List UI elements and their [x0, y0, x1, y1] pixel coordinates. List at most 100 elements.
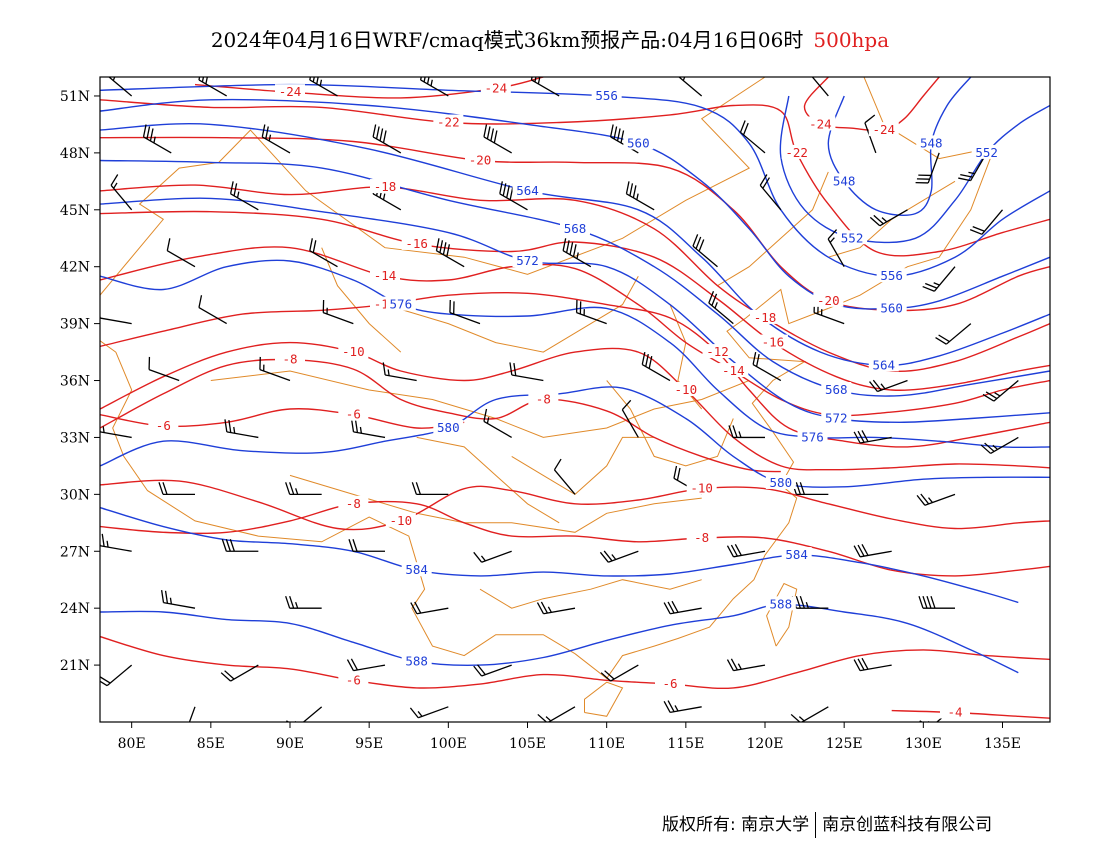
height-contour-label: 564	[872, 357, 895, 372]
temperature-contour-label: -20	[817, 293, 840, 308]
wind-barb-feather	[537, 77, 541, 85]
lat-tick-label: 21N	[60, 658, 90, 674]
wind-barb-feather	[224, 670, 235, 680]
lon-tick-label: 95E	[355, 736, 383, 752]
wind-barb-feather	[530, 77, 533, 81]
wind-barb-feather	[502, 183, 507, 196]
wind-barb-feather	[410, 602, 418, 615]
height-contour-label-bg	[797, 429, 828, 444]
temperature-contour-label: -22	[785, 145, 808, 160]
temperature-contour-label-bg	[338, 672, 369, 687]
temperature-contour-label: -8	[694, 530, 709, 545]
height-contour-label: 584	[405, 562, 428, 577]
temperature-contour-label: -22	[437, 115, 460, 130]
wind-barb	[142, 124, 172, 154]
wind-barb	[100, 426, 132, 439]
temperature-contour-label-bg	[370, 268, 400, 283]
wind-barb-feather	[473, 665, 483, 677]
wind-barb-staff	[385, 374, 417, 382]
wind-barb-feather	[808, 61, 815, 72]
temperature-contour-label-bg	[433, 114, 464, 129]
temperature-contour-label-bg	[370, 179, 400, 194]
wind-barb-feather	[926, 595, 932, 609]
wind-barb	[166, 238, 196, 268]
height-contour-label: 572	[516, 253, 539, 268]
wind-barb-feather	[613, 126, 618, 140]
wind-barb-feather	[229, 181, 234, 194]
lat-tick-label: 27N	[60, 544, 90, 560]
height-contour-label-bg	[385, 296, 416, 311]
wind-barb-feather	[107, 64, 112, 76]
wind-barb	[600, 664, 639, 682]
boundary-line	[717, 171, 829, 287]
wind-barb-half-feather	[805, 601, 809, 609]
wind-barb-staff	[100, 317, 132, 325]
wind-barb-feather	[309, 238, 313, 251]
wind-barb-feather	[261, 124, 266, 138]
wind-barb	[530, 77, 560, 97]
wind-barb	[220, 664, 259, 682]
wind-barb-half-feather	[106, 540, 109, 548]
wind-barb-half-feather	[994, 392, 1001, 397]
wind-barb	[621, 399, 639, 438]
temperature-contour-label-bg	[465, 152, 495, 167]
wind-barb-half-feather	[430, 79, 433, 87]
wind-barb-half-feather	[153, 136, 156, 144]
wind-barb	[158, 482, 195, 496]
wind-barb-feather	[982, 393, 995, 402]
height-contour-label-bg	[876, 300, 907, 315]
wind-barb-half-feather	[236, 191, 240, 198]
wind-barb	[553, 458, 576, 495]
wind-barb-half-feather	[611, 554, 617, 560]
boundary-line	[210, 370, 750, 438]
temperature-contour-label: -24	[279, 84, 302, 99]
temperature-contour-line	[100, 358, 781, 473]
temperature-contour-label-bg	[655, 676, 685, 691]
wind-barb-feather	[930, 595, 936, 609]
wind-barb	[411, 482, 449, 496]
copyright-left: 版权所有: 南京大学	[662, 815, 810, 835]
height-contour-line	[100, 197, 1050, 424]
wind-barb	[980, 436, 1019, 455]
wind-barb-feather	[228, 419, 232, 433]
wind-barb	[663, 600, 702, 615]
height-contour-label: 572	[825, 410, 848, 425]
wind-barb-feather	[309, 77, 312, 81]
height-contour-line	[100, 603, 1019, 674]
wind-barb-feather	[726, 659, 735, 671]
height-contour-label-bg	[781, 547, 812, 562]
wind-barb-half-feather	[714, 302, 718, 309]
height-contour-label: 568	[564, 221, 587, 236]
wind-barb-feather	[972, 225, 985, 232]
wind-barb-feather	[695, 236, 702, 249]
wind-barb-feather	[869, 381, 878, 392]
temperature-contour-line	[100, 291, 1050, 448]
wind-barb-feather	[853, 431, 861, 444]
height-contour-label-bg	[512, 253, 543, 268]
wind-barb-half-feather	[417, 711, 423, 717]
wind-barb-feather	[857, 544, 865, 557]
wind-barb-staff	[993, 380, 1019, 402]
wind-barb-feather	[799, 595, 805, 609]
wind-barb-feather	[146, 126, 151, 140]
wind-barb-feather	[677, 64, 682, 76]
wind-barb	[575, 300, 607, 325]
temperature-contour-layer	[100, 77, 1050, 719]
wind-barb-feather	[920, 493, 930, 505]
wind-barb-feather	[289, 595, 295, 609]
boundary-line	[112, 351, 576, 657]
temperature-contour-label: -10	[390, 513, 413, 528]
wind-barb	[309, 238, 338, 268]
wind-barb-feather	[509, 362, 513, 376]
wind-barb	[435, 238, 465, 268]
wind-barb-feather	[711, 293, 718, 306]
temperature-contour-label-bg	[275, 351, 305, 366]
wind-barb-staff	[108, 77, 133, 97]
wind-barb-feather	[698, 239, 705, 252]
temperature-contour-label-bg	[670, 382, 701, 397]
wind-barb	[726, 658, 766, 672]
wind-barb-staff	[106, 664, 133, 687]
wind-barb-feather	[509, 187, 514, 200]
wind-barb-feather	[916, 494, 926, 506]
